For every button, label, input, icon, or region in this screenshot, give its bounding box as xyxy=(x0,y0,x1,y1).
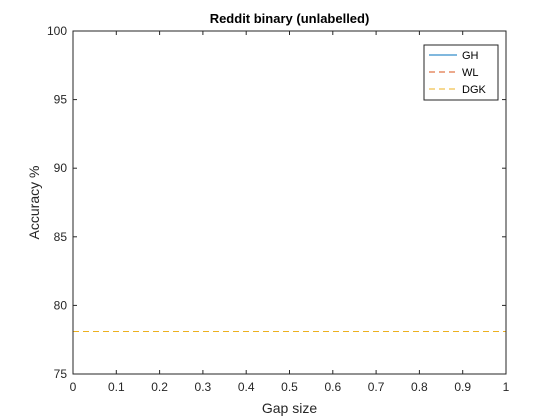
x-axis-label: Gap size xyxy=(262,400,317,416)
x-tick-label: 0.3 xyxy=(195,380,212,394)
y-tick-label: 85 xyxy=(54,230,68,244)
x-tick-label: 1 xyxy=(503,380,510,394)
legend-box xyxy=(423,44,499,101)
x-tick-label: 0 xyxy=(70,380,77,394)
y-axis-label: Accuracy % xyxy=(26,166,42,240)
chart-title: Reddit binary (unlabelled) xyxy=(210,11,370,26)
x-tick-label: 0.1 xyxy=(108,380,125,394)
x-tick-label: 0.8 xyxy=(411,380,428,394)
legend-label-gh: GH xyxy=(462,50,479,62)
legend-label-wl: WL xyxy=(462,67,479,79)
x-tick-label: 0.6 xyxy=(324,380,341,394)
ticks: 0 0.1 0.2 0.3 0.4 0.5 0.6 0.7 0.8 0.9 1 75 80 85 90 95 1… xyxy=(47,24,510,394)
x-tick-label: 0.5 xyxy=(281,380,298,394)
y-tick-label: 80 xyxy=(54,298,68,312)
y-tick-label: 75 xyxy=(54,367,68,381)
y-tick-label: 90 xyxy=(54,161,68,175)
x-tick-label: 0.9 xyxy=(454,380,471,394)
legend-label-dgk: DGK xyxy=(462,84,487,96)
y-tick-label: 95 xyxy=(54,93,68,107)
x-tick-label: 0.7 xyxy=(368,380,385,394)
legend: GH WL DGK xyxy=(423,44,499,101)
x-tick-label: 0.4 xyxy=(238,380,255,394)
x-tick-label: 0.2 xyxy=(151,380,168,394)
y-tick-label: 100 xyxy=(47,24,67,38)
